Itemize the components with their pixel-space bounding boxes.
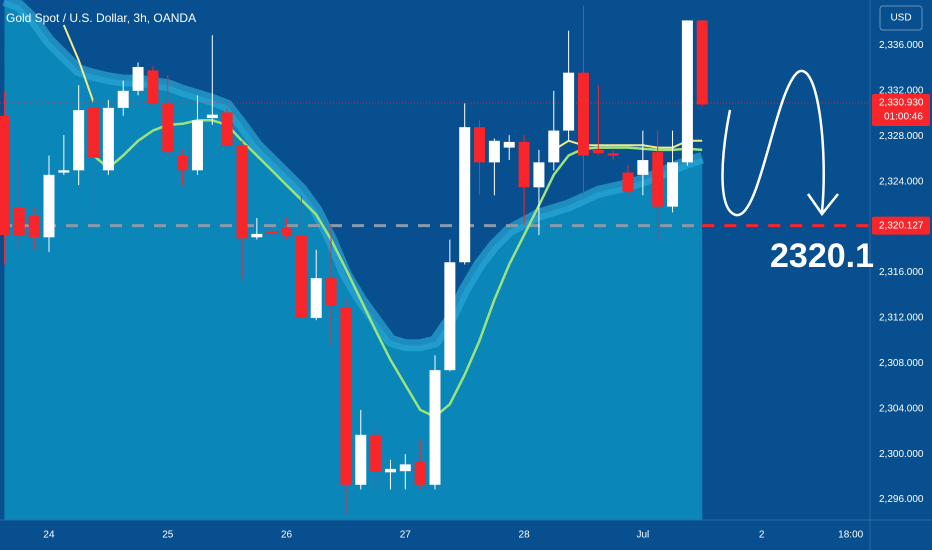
y-tick-label: 2,304.000 bbox=[879, 403, 924, 414]
candle-body bbox=[370, 434, 382, 472]
candle-body bbox=[681, 20, 693, 163]
candle-body bbox=[236, 145, 248, 239]
candle-body bbox=[177, 155, 189, 171]
candle-body bbox=[637, 160, 649, 175]
countdown-label: 01:00:46 bbox=[884, 112, 923, 123]
candle-body bbox=[622, 172, 634, 192]
candle-body bbox=[251, 233, 263, 238]
candle-body bbox=[563, 72, 575, 131]
candle-body bbox=[73, 110, 85, 171]
candle-body bbox=[295, 235, 307, 318]
annotation-text: 2320.1 bbox=[770, 237, 874, 275]
y-tick-label: 2,316.000 bbox=[879, 267, 924, 278]
x-tick-label: 24 bbox=[43, 530, 55, 541]
candle-body bbox=[325, 278, 337, 306]
chart-title: Gold Spot / U.S. Dollar, 3h, OANDA bbox=[6, 11, 196, 25]
candle-body bbox=[592, 149, 604, 154]
y-tick-label: 2,308.000 bbox=[879, 358, 924, 369]
candle-body bbox=[58, 170, 70, 173]
candle-body bbox=[340, 307, 352, 485]
candle-body bbox=[221, 112, 233, 146]
x-tick-label: 25 bbox=[162, 530, 174, 541]
currency-box[interactable] bbox=[879, 5, 923, 31]
candle-body bbox=[474, 127, 486, 163]
price-tag bbox=[872, 93, 930, 126]
plot-area bbox=[0, 0, 870, 520]
candle-body bbox=[652, 152, 664, 207]
candle-body bbox=[533, 162, 545, 188]
candle-body bbox=[696, 20, 708, 105]
candle-body bbox=[384, 468, 396, 473]
candle-body bbox=[429, 370, 441, 485]
x-tick-label: 28 bbox=[519, 530, 531, 541]
candle-body bbox=[607, 153, 619, 156]
y-tick-label: 2,336.000 bbox=[879, 40, 924, 51]
y-tick-label: 2,312.000 bbox=[879, 313, 924, 324]
candle-body bbox=[503, 141, 515, 148]
candle-body bbox=[147, 70, 159, 104]
candle-body bbox=[117, 90, 129, 108]
candle-body bbox=[88, 107, 100, 158]
candle-body bbox=[266, 231, 278, 234]
candle-body bbox=[0, 115, 10, 236]
envelope-area bbox=[4, 0, 703, 520]
candle-body bbox=[548, 130, 560, 163]
y-tick-label: 2,328.000 bbox=[879, 131, 924, 142]
candle-body bbox=[132, 66, 144, 91]
candle-body bbox=[414, 462, 426, 485]
price-tag-label: 2,320.127 bbox=[879, 220, 924, 231]
x-tick-label: Jul bbox=[636, 530, 649, 541]
price-tag bbox=[872, 216, 930, 235]
candle-body bbox=[444, 262, 456, 371]
candle-body bbox=[206, 114, 218, 119]
x-tick-label: 18:00 bbox=[838, 530, 863, 541]
candle-body bbox=[281, 228, 293, 237]
y-tick-label: 2,332.000 bbox=[879, 85, 924, 96]
candle-body bbox=[310, 278, 322, 318]
candle-body bbox=[28, 215, 40, 238]
candle-body bbox=[399, 464, 411, 472]
candle-body bbox=[162, 103, 174, 153]
x-tick-label: 2 bbox=[759, 530, 765, 541]
candle-body bbox=[667, 162, 679, 207]
candle-body bbox=[488, 140, 500, 163]
y-tick-label: 2,324.000 bbox=[879, 176, 924, 187]
candle-body bbox=[577, 72, 589, 156]
candle-body bbox=[102, 107, 114, 171]
arrow-head bbox=[806, 193, 839, 217]
x-tick-label: 27 bbox=[400, 530, 412, 541]
x-tick-label: 26 bbox=[281, 530, 293, 541]
candle-body bbox=[191, 120, 203, 171]
price-tag-label: 2,330.930 bbox=[879, 98, 924, 109]
candle-body bbox=[13, 207, 25, 236]
y-tick-label: 2,300.000 bbox=[879, 449, 924, 460]
arrow-annotation bbox=[721, 69, 825, 217]
candle-body bbox=[518, 141, 530, 188]
candle-body bbox=[43, 174, 55, 238]
candle-body bbox=[355, 434, 367, 485]
currency-label[interactable]: USD bbox=[890, 13, 911, 24]
y-tick-label: 2,296.000 bbox=[879, 494, 924, 505]
candle-body bbox=[459, 127, 471, 263]
